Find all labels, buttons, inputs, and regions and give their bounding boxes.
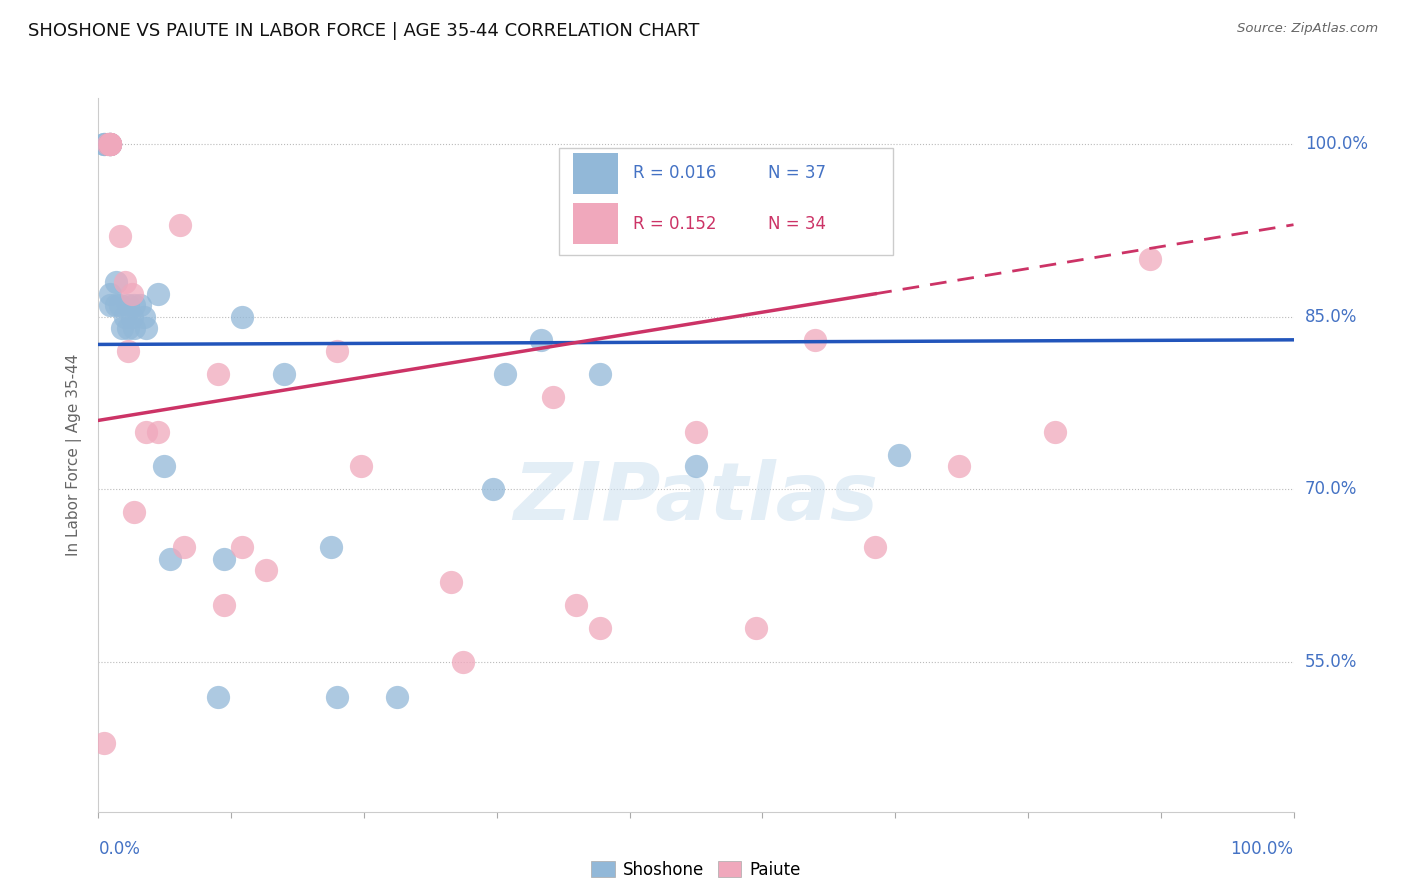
- Text: N = 34: N = 34: [768, 215, 825, 233]
- Point: [98, 137, 122, 152]
- Point: [169, 218, 191, 232]
- Text: 85.0%: 85.0%: [1305, 308, 1357, 326]
- Point: [98, 137, 122, 152]
- Point: [948, 459, 970, 474]
- Y-axis label: In Labor Force | Age 35-44: In Labor Force | Age 35-44: [66, 354, 83, 556]
- Point: [105, 298, 128, 312]
- Point: [98, 137, 122, 152]
- Point: [541, 390, 564, 404]
- Point: [326, 344, 349, 359]
- Point: [135, 425, 157, 439]
- Text: 0.0%: 0.0%: [98, 840, 141, 858]
- Point: [98, 137, 122, 152]
- Point: [273, 368, 295, 382]
- Point: [159, 551, 181, 566]
- Point: [745, 621, 768, 635]
- Point: [350, 459, 373, 474]
- Text: R = 0.152: R = 0.152: [633, 215, 716, 233]
- Point: [121, 286, 143, 301]
- Point: [132, 310, 155, 324]
- FancyBboxPatch shape: [572, 203, 619, 244]
- Point: [212, 551, 235, 566]
- Point: [98, 286, 122, 301]
- Point: [254, 563, 277, 577]
- Point: [207, 368, 229, 382]
- FancyBboxPatch shape: [572, 153, 619, 194]
- Point: [124, 321, 146, 335]
- Point: [93, 736, 115, 750]
- Point: [121, 310, 143, 324]
- Point: [97, 137, 120, 152]
- Point: [105, 275, 128, 289]
- Point: [135, 321, 157, 335]
- Point: [589, 621, 612, 635]
- Text: 55.0%: 55.0%: [1305, 653, 1357, 671]
- Point: [98, 137, 122, 152]
- Point: [108, 229, 131, 244]
- Point: [589, 368, 612, 382]
- Point: [326, 690, 349, 704]
- Point: [231, 540, 253, 554]
- Point: [98, 137, 122, 152]
- Point: [804, 333, 827, 347]
- Point: [173, 540, 195, 554]
- Point: [212, 598, 235, 612]
- Legend: Shoshone, Paiute: Shoshone, Paiute: [585, 855, 807, 886]
- FancyBboxPatch shape: [558, 148, 893, 255]
- Point: [1139, 252, 1161, 267]
- Text: ZIPatlas: ZIPatlas: [513, 458, 879, 537]
- Point: [117, 298, 139, 312]
- Point: [148, 425, 170, 439]
- Text: Source: ZipAtlas.com: Source: ZipAtlas.com: [1237, 22, 1378, 36]
- Text: R = 0.016: R = 0.016: [633, 164, 716, 182]
- Point: [1043, 425, 1066, 439]
- Point: [207, 690, 229, 704]
- Point: [97, 137, 120, 152]
- Point: [98, 137, 122, 152]
- Point: [129, 298, 152, 312]
- Point: [117, 321, 139, 335]
- Point: [494, 368, 516, 382]
- Point: [889, 448, 911, 462]
- Point: [93, 137, 115, 152]
- Text: 100.0%: 100.0%: [1305, 136, 1368, 153]
- Point: [114, 310, 136, 324]
- Point: [685, 425, 707, 439]
- Point: [529, 333, 551, 347]
- Point: [108, 298, 131, 312]
- Point: [231, 310, 253, 324]
- Point: [481, 483, 505, 497]
- Point: [153, 459, 176, 474]
- Point: [385, 690, 409, 704]
- Point: [93, 137, 115, 152]
- Point: [111, 321, 134, 335]
- Text: SHOSHONE VS PAIUTE IN LABOR FORCE | AGE 35-44 CORRELATION CHART: SHOSHONE VS PAIUTE IN LABOR FORCE | AGE …: [28, 22, 700, 40]
- Point: [124, 298, 146, 312]
- Point: [863, 540, 886, 554]
- Text: 100.0%: 100.0%: [1230, 840, 1294, 858]
- Point: [98, 137, 122, 152]
- Point: [451, 655, 474, 669]
- Point: [440, 574, 463, 589]
- Point: [148, 286, 170, 301]
- Point: [98, 298, 122, 312]
- Text: N = 37: N = 37: [768, 164, 825, 182]
- Point: [114, 275, 136, 289]
- Point: [321, 540, 343, 554]
- Point: [124, 506, 146, 520]
- Text: 70.0%: 70.0%: [1305, 481, 1357, 499]
- Point: [565, 598, 588, 612]
- Point: [117, 344, 139, 359]
- Point: [685, 459, 707, 474]
